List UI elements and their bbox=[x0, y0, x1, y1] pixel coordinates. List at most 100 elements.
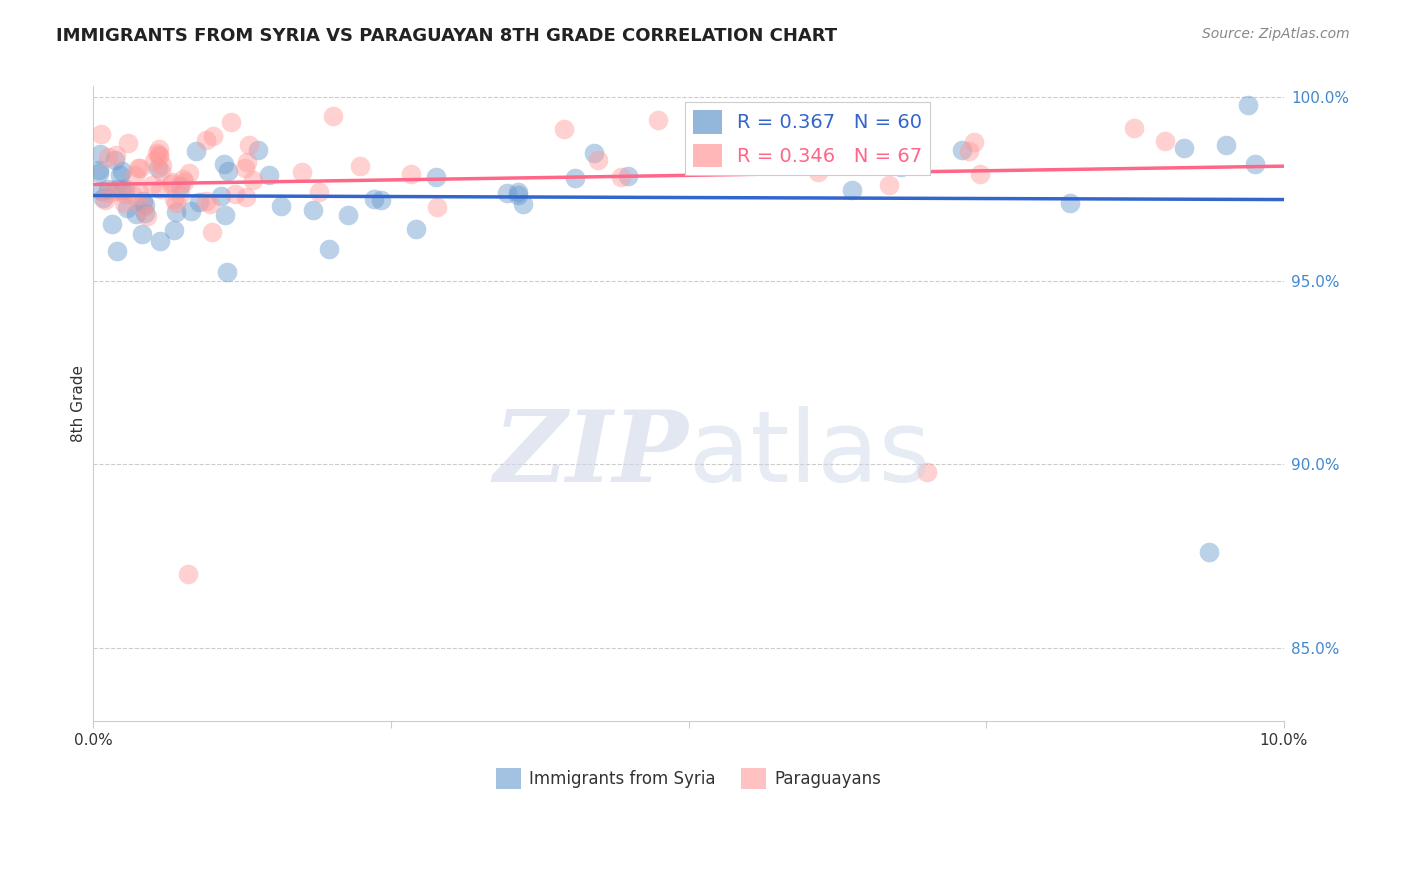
Point bbox=[270, 199, 292, 213]
Point bbox=[1173, 141, 1195, 155]
Point bbox=[89, 166, 111, 180]
Point bbox=[337, 208, 360, 222]
Point bbox=[131, 227, 153, 241]
Point bbox=[890, 161, 912, 175]
Point bbox=[105, 147, 128, 161]
Point bbox=[425, 169, 447, 184]
Point bbox=[291, 164, 314, 178]
Point bbox=[219, 114, 242, 128]
Point bbox=[169, 179, 191, 194]
Text: ZIP: ZIP bbox=[494, 407, 689, 503]
Point bbox=[586, 153, 609, 168]
Point bbox=[186, 144, 208, 158]
Point bbox=[1154, 134, 1177, 148]
Point bbox=[89, 147, 111, 161]
Point bbox=[214, 208, 236, 222]
Point bbox=[1198, 545, 1220, 559]
Point bbox=[165, 205, 187, 219]
Point bbox=[172, 172, 194, 186]
Point bbox=[815, 135, 838, 149]
Point bbox=[1237, 97, 1260, 112]
Point bbox=[107, 182, 129, 196]
Point bbox=[89, 127, 111, 141]
Point bbox=[146, 146, 169, 161]
Point bbox=[963, 136, 986, 150]
Point bbox=[217, 164, 239, 178]
Point bbox=[194, 133, 217, 147]
Point bbox=[134, 198, 156, 212]
Point bbox=[150, 158, 173, 172]
Point bbox=[105, 184, 128, 198]
Point bbox=[91, 191, 114, 205]
Point bbox=[97, 150, 120, 164]
Point bbox=[117, 136, 139, 151]
Point bbox=[169, 188, 191, 202]
Point bbox=[97, 182, 120, 196]
Point bbox=[238, 138, 260, 153]
Point bbox=[163, 192, 186, 206]
Point bbox=[127, 161, 149, 176]
Point bbox=[363, 192, 385, 206]
Point bbox=[1215, 138, 1237, 153]
Point bbox=[177, 567, 200, 582]
Point bbox=[879, 178, 901, 192]
Point bbox=[322, 109, 344, 123]
Point bbox=[128, 185, 150, 199]
Point bbox=[160, 175, 183, 189]
Point bbox=[894, 106, 917, 120]
Point bbox=[806, 165, 828, 179]
Point bbox=[209, 189, 232, 203]
Point bbox=[553, 122, 575, 136]
Point bbox=[111, 163, 134, 178]
Point bbox=[969, 167, 991, 181]
Point bbox=[841, 183, 863, 197]
Point bbox=[496, 186, 519, 201]
Point bbox=[117, 201, 139, 215]
Point bbox=[148, 147, 170, 161]
Point bbox=[506, 188, 529, 202]
Y-axis label: 8th Grade: 8th Grade bbox=[72, 366, 86, 442]
Point bbox=[952, 143, 974, 157]
Point bbox=[349, 159, 371, 173]
Text: IMMIGRANTS FROM SYRIA VS PARAGUAYAN 8TH GRADE CORRELATION CHART: IMMIGRANTS FROM SYRIA VS PARAGUAYAN 8TH … bbox=[56, 27, 838, 45]
Point bbox=[89, 163, 111, 178]
Point bbox=[246, 144, 269, 158]
Point bbox=[104, 153, 127, 167]
Point bbox=[132, 200, 155, 214]
Point bbox=[112, 187, 135, 202]
Point bbox=[177, 167, 200, 181]
Point bbox=[165, 196, 187, 211]
Point bbox=[647, 112, 669, 127]
Point bbox=[188, 194, 211, 209]
Point bbox=[111, 183, 134, 197]
Point bbox=[617, 169, 640, 183]
Point bbox=[957, 145, 980, 159]
Point bbox=[512, 197, 534, 211]
Text: atlas: atlas bbox=[689, 406, 931, 503]
Point bbox=[97, 186, 120, 200]
Point bbox=[915, 465, 938, 479]
Point bbox=[125, 207, 148, 221]
Point bbox=[1059, 196, 1081, 211]
Point bbox=[235, 155, 257, 169]
Point bbox=[122, 188, 145, 202]
Point bbox=[582, 145, 605, 160]
Point bbox=[212, 157, 235, 171]
Point bbox=[163, 223, 186, 237]
Point bbox=[302, 203, 325, 218]
Point bbox=[215, 265, 238, 279]
Point bbox=[308, 186, 330, 200]
Point bbox=[318, 242, 340, 256]
Point bbox=[233, 161, 256, 175]
Point bbox=[370, 193, 392, 207]
Point bbox=[131, 194, 153, 208]
Point bbox=[101, 217, 124, 231]
Point bbox=[1122, 120, 1144, 135]
Point bbox=[160, 178, 183, 192]
Point bbox=[149, 181, 172, 195]
Point bbox=[399, 167, 422, 181]
Point bbox=[112, 195, 135, 210]
Point bbox=[135, 209, 157, 223]
Point bbox=[149, 234, 172, 248]
Text: Source: ZipAtlas.com: Source: ZipAtlas.com bbox=[1202, 27, 1350, 41]
